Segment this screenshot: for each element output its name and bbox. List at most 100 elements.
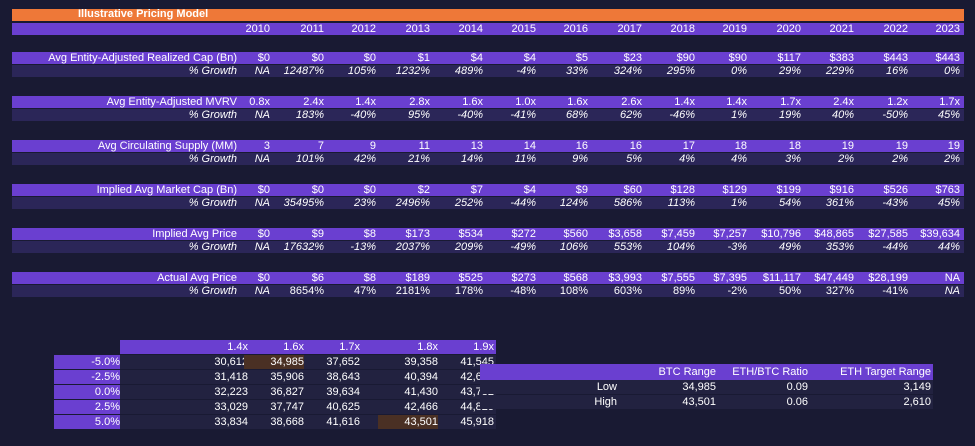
growth-value: 23% <box>353 197 376 209</box>
summary-row: Low 34,985 0.09 3,149 <box>480 380 933 394</box>
growth-value: NA <box>254 109 270 121</box>
metric-value: $199 <box>776 184 801 196</box>
growth-value: 489% <box>454 65 483 77</box>
growth-value: 54% <box>778 197 801 209</box>
growth-value: -48% <box>510 285 536 297</box>
sensitivity-cell: 38,668 <box>270 416 304 428</box>
growth-value: 40% <box>831 109 854 121</box>
metric-value: $39,634 <box>920 228 960 240</box>
metric-value: $568 <box>563 272 588 284</box>
metric-value: $7,257 <box>713 228 747 240</box>
sensitivity-cell: 41,430 <box>404 386 438 398</box>
metric-value: 3 <box>263 140 270 152</box>
sensitivity-row-label: -2.5% <box>54 370 120 384</box>
metric-value: $383 <box>829 52 854 64</box>
metric-value: 2.4x <box>833 96 854 108</box>
metric-value: $2 <box>417 184 430 196</box>
metric-value: $90 <box>728 52 747 64</box>
metric-value: 1.6x <box>567 96 588 108</box>
year-header-cell: 2017 <box>617 23 642 35</box>
metric-value: 18 <box>788 140 801 152</box>
growth-label: % Growth <box>188 153 237 165</box>
metric-value: 1.2x <box>887 96 908 108</box>
metric-value: $11,117 <box>762 272 801 284</box>
metric-value: $0 <box>363 52 376 64</box>
growth-value: NA <box>254 241 270 253</box>
sensitivity-cell: 32,223 <box>214 386 248 398</box>
summary-value: 3,149 <box>903 381 931 393</box>
growth-value: 124% <box>559 197 588 209</box>
growth-value: 0% <box>944 65 960 77</box>
metric-value: 2.8x <box>409 96 430 108</box>
metric-value: 1.7x <box>780 96 801 108</box>
metric-value: 1.0x <box>515 96 536 108</box>
sensitivity-cell: 41,616 <box>326 416 360 428</box>
sensitivity-row: 33,029 37,747 40,625 42,466 44,825 <box>120 400 496 414</box>
metric-value: 1.4x <box>726 96 747 108</box>
sensitivity-row: 33,834 38,668 41,616 43,501 45,918 <box>120 415 496 429</box>
year-header-cell: 2015 <box>511 23 536 35</box>
metric-value: 18 <box>734 140 747 152</box>
sensitivity-cell: 40,625 <box>326 401 360 413</box>
sensitivity-cell: 34,985 <box>244 355 304 369</box>
metric-value: $129 <box>722 184 747 196</box>
growth-value: NA <box>254 65 270 77</box>
growth-value: 295% <box>666 65 695 77</box>
metric-row: Avg Entity-Adjusted MVRV 0.8x 2.4x 1.4x 2.8x… <box>12 96 964 108</box>
growth-value: -40% <box>457 109 483 121</box>
growth-value: 1232% <box>395 65 430 77</box>
metric-value: $47,449 <box>814 272 854 284</box>
metric-value: 19 <box>895 140 908 152</box>
metric-value: $526 <box>883 184 908 196</box>
metric-value: 1.7x <box>939 96 960 108</box>
growth-value: 2037% <box>395 241 430 253</box>
growth-value: NA <box>254 197 270 209</box>
growth-row: % Growth NA 8654% 47% 2181% 178% -48% 108% 603% 8… <box>12 285 964 297</box>
growth-value: 108% <box>559 285 588 297</box>
growth-value: 353% <box>825 241 854 253</box>
metric-value: $0 <box>311 52 324 64</box>
summary-column-header: ETH Target Range <box>840 366 931 378</box>
metric-value: 11 <box>418 140 430 152</box>
sensitivity-column-header: 1.8x <box>417 341 438 353</box>
growth-value: 16% <box>885 65 908 77</box>
metric-label: Implied Avg Price <box>152 228 237 240</box>
summary-row: High 43,501 0.06 2,610 <box>480 395 933 409</box>
growth-value: 21% <box>407 153 430 165</box>
metric-value: 19 <box>947 140 960 152</box>
growth-value: -49% <box>510 241 536 253</box>
metric-value: $0 <box>257 228 270 240</box>
summary-value: 34,985 <box>682 381 716 393</box>
year-header-row: 2010 2011 2012 2013 2014 2015 2016 2017 2018 2019… <box>12 23 964 35</box>
metric-value: $4 <box>523 52 536 64</box>
growth-value: 324% <box>613 65 642 77</box>
growth-value: 14% <box>460 153 483 165</box>
metric-label: Implied Avg Market Cap (Bn) <box>96 184 237 196</box>
metric-value: $763 <box>935 184 960 196</box>
growth-value: 3% <box>785 153 801 165</box>
growth-value: -41% <box>510 109 536 121</box>
growth-value: 45% <box>937 197 960 209</box>
growth-value: 1% <box>731 109 747 121</box>
year-header-cell: 2016 <box>563 23 588 35</box>
metric-value: $23 <box>623 52 642 64</box>
growth-value: -44% <box>882 241 908 253</box>
growth-value: 8654% <box>289 285 324 297</box>
growth-value: 5% <box>626 153 642 165</box>
sensitivity-cell: 40,394 <box>404 371 438 383</box>
metric-value: $9 <box>311 228 324 240</box>
growth-value: 327% <box>825 285 854 297</box>
growth-value: 178% <box>454 285 483 297</box>
metric-value: $5 <box>575 52 588 64</box>
metric-row: Implied Avg Price $0 $9 $8 $173 $534 $272 $560 $… <box>12 228 964 240</box>
metric-value: $560 <box>563 228 588 240</box>
metric-value: 7 <box>317 140 324 152</box>
growth-value: 252% <box>454 197 483 209</box>
sensitivity-row: 31,418 35,906 38,643 40,394 42,638 <box>120 370 496 384</box>
growth-value: 4% <box>731 153 747 165</box>
growth-label: % Growth <box>188 241 237 253</box>
growth-value: -44% <box>510 197 536 209</box>
metric-value: $443 <box>935 52 960 64</box>
summary-column-header: BTC Range <box>658 366 716 378</box>
sensitivity-cell: 33,834 <box>214 416 248 428</box>
